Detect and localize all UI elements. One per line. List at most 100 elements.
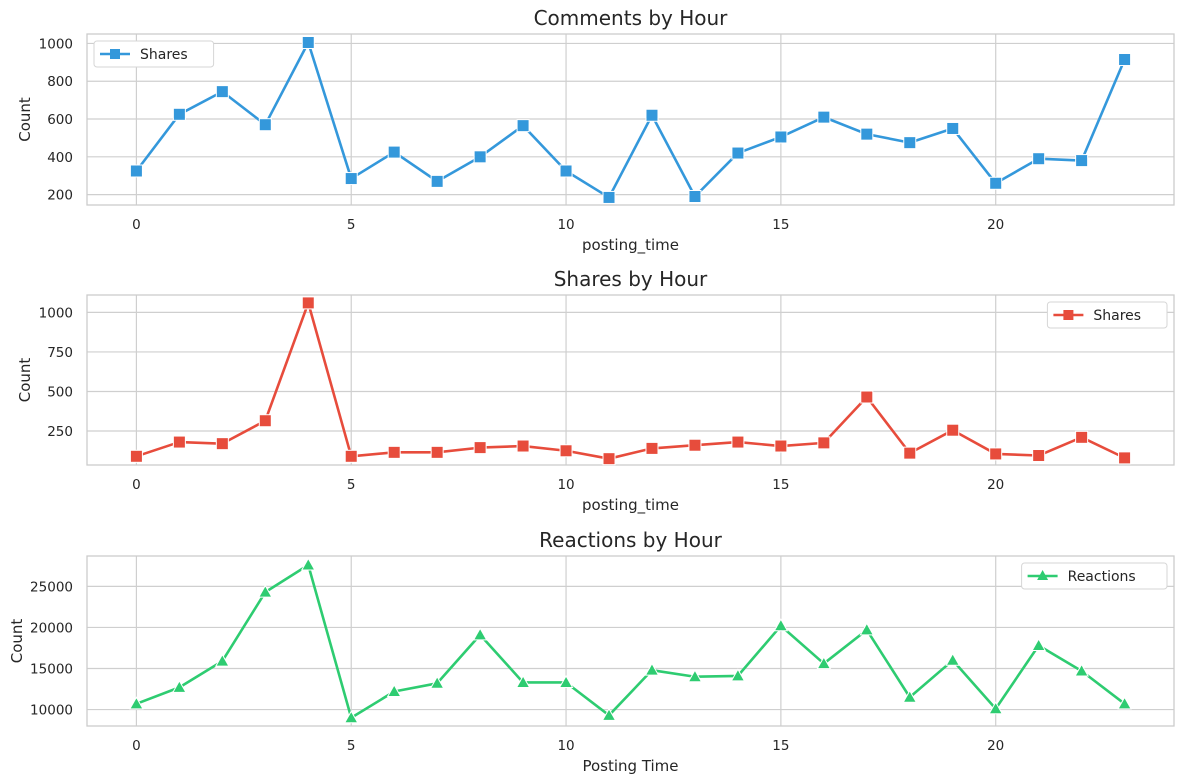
series-line — [135, 563, 1126, 720]
y-tick-label: 1000 — [39, 305, 73, 321]
data-point — [988, 701, 1004, 715]
data-point — [430, 174, 444, 188]
legend-label: Shares — [140, 47, 188, 63]
data-point — [1118, 451, 1132, 465]
data-point — [1032, 152, 1046, 166]
data-point — [172, 435, 186, 449]
data-point — [215, 85, 229, 99]
x-tick-label: 10 — [557, 217, 574, 233]
data-point — [1032, 449, 1046, 463]
legend: Reactions — [1021, 562, 1168, 590]
y-axis-label: Count — [16, 358, 34, 403]
chart-panel-3: 0 5 10 15 20 10000 15000 20000 25000 Reactions by… — [8, 528, 1175, 775]
data-point — [731, 146, 745, 160]
y-tick-label: 1000 — [39, 36, 73, 52]
y-tick-label: 10000 — [30, 703, 73, 719]
x-tick-label: 0 — [132, 217, 141, 233]
data-point — [558, 674, 574, 688]
data-point — [1075, 430, 1089, 444]
data-point — [946, 423, 960, 437]
data-point — [1074, 663, 1089, 677]
data-point — [688, 189, 702, 203]
y-tick-label: 750 — [47, 345, 73, 361]
data-point — [816, 656, 832, 670]
data-point — [989, 447, 1003, 461]
data-point — [215, 437, 229, 451]
legend: Shares — [1046, 301, 1168, 329]
data-point — [817, 110, 831, 124]
data-point — [258, 414, 272, 428]
legend-box — [1046, 301, 1168, 329]
x-tick-label: 5 — [347, 217, 356, 233]
series-line — [136, 301, 1126, 460]
data-point — [387, 145, 401, 159]
plot-frame — [86, 33, 1175, 206]
x-tick-label: 20 — [987, 217, 1004, 233]
data-point — [903, 136, 917, 150]
data-point — [129, 696, 144, 710]
data-point — [473, 150, 487, 164]
data-point — [1031, 638, 1047, 652]
data-point — [429, 675, 445, 689]
x-tick-label: 0 — [132, 738, 141, 754]
data-point — [860, 390, 874, 404]
data-point — [301, 36, 315, 50]
data-point — [946, 121, 960, 135]
data-point — [602, 452, 616, 466]
y-tick-label: 500 — [47, 384, 73, 400]
data-point — [945, 652, 961, 666]
data-point — [515, 674, 531, 688]
x-axis-label: posting_time — [582, 496, 679, 515]
y-axis-label: Count — [16, 97, 34, 142]
legend-label: Reactions — [1068, 569, 1136, 585]
data-point — [172, 679, 187, 693]
y-tick-label: 15000 — [30, 662, 73, 678]
y-axis-label: Count — [8, 619, 26, 664]
data-point — [602, 190, 616, 204]
x-axis-label: posting_time — [582, 236, 679, 255]
legend-marker — [1037, 570, 1049, 580]
data-point — [1075, 154, 1089, 168]
x-tick-label: 5 — [347, 738, 356, 754]
data-point — [688, 438, 702, 452]
plot-frame — [86, 294, 1175, 466]
x-tick-label: 20 — [987, 738, 1004, 754]
data-point — [472, 627, 488, 641]
x-tick-label: 5 — [347, 477, 356, 493]
data-point — [1117, 696, 1132, 710]
x-axis-label: Posting Time — [582, 757, 678, 775]
data-point — [902, 689, 918, 703]
data-point — [645, 108, 659, 122]
data-point — [257, 584, 273, 598]
data-point — [645, 441, 659, 455]
data-point — [860, 127, 874, 141]
data-point — [773, 618, 789, 632]
chart-title: Shares by Hour — [554, 267, 708, 291]
y-tick-label: 800 — [47, 74, 73, 90]
data-point — [731, 435, 745, 449]
data-point — [214, 653, 230, 667]
data-point — [817, 436, 831, 450]
chart-title: Comments by Hour — [534, 6, 729, 30]
data-point — [559, 444, 573, 458]
data-point — [387, 445, 401, 459]
legend-marker — [110, 49, 120, 59]
data-point — [774, 130, 788, 144]
data-point — [687, 669, 703, 683]
data-point — [344, 449, 358, 463]
data-point — [601, 707, 617, 721]
data-point — [129, 449, 143, 463]
data-point — [730, 668, 746, 682]
y-tick-label: 600 — [47, 112, 73, 128]
data-point — [300, 557, 316, 571]
x-tick-label: 20 — [987, 477, 1004, 493]
data-point — [258, 118, 272, 132]
chart-panel-2: 0 5 10 15 20 250 500 750 1000 Shares by Hour posti… — [16, 267, 1175, 515]
x-tick-label: 10 — [557, 477, 574, 493]
data-point — [903, 446, 917, 460]
data-point — [859, 622, 875, 636]
data-point — [301, 296, 315, 310]
legend-box — [93, 40, 215, 68]
data-point — [344, 172, 358, 186]
